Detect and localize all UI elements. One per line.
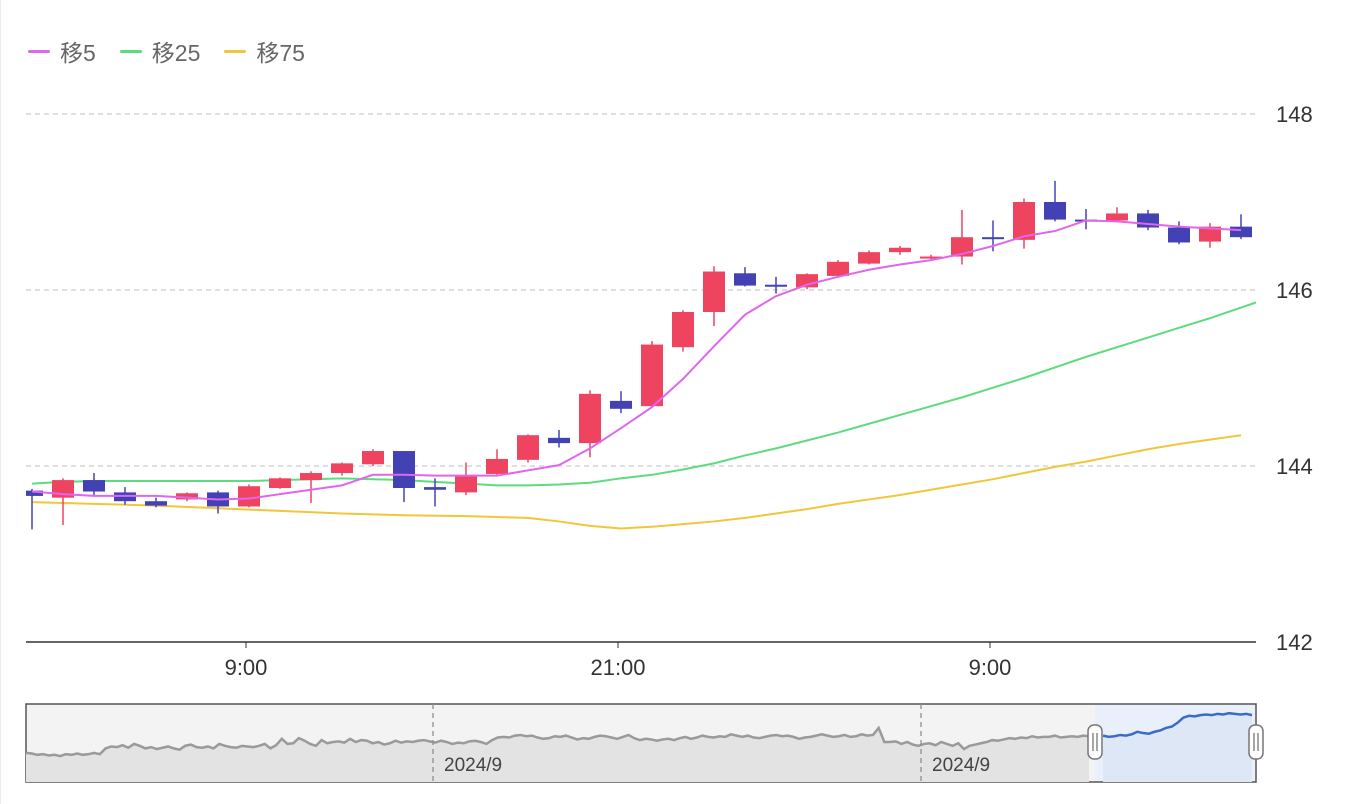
candle-down bbox=[1044, 180, 1066, 222]
candle-body bbox=[889, 247, 911, 253]
candle-body bbox=[145, 501, 167, 506]
candle-body bbox=[362, 451, 384, 465]
legend-item[interactable]: 移5 bbox=[28, 34, 96, 68]
navigator-period-label: 2024/9 bbox=[932, 755, 990, 776]
legend-label: 移25 bbox=[151, 40, 201, 66]
ma5-line bbox=[31, 219, 1242, 501]
candle-body bbox=[393, 451, 415, 488]
candle-down bbox=[1168, 221, 1190, 245]
legend-label: 移75 bbox=[256, 40, 305, 66]
y-tick-label: 146 bbox=[1276, 278, 1313, 303]
navigator-selected-area bbox=[1103, 713, 1252, 782]
candle-down bbox=[83, 473, 105, 496]
candle-down bbox=[610, 391, 632, 414]
candle-up bbox=[858, 250, 880, 265]
candle-up bbox=[238, 484, 260, 508]
page-left-border bbox=[0, 0, 1, 804]
candle-up bbox=[1106, 207, 1128, 222]
candle-up bbox=[269, 477, 291, 489]
candle-body bbox=[424, 487, 446, 490]
candle-up bbox=[579, 390, 601, 458]
legend-item[interactable]: 移25 bbox=[119, 34, 201, 68]
x-tick-label: 21:00 bbox=[590, 655, 645, 680]
legend-label: 移5 bbox=[60, 40, 96, 66]
candle-body bbox=[641, 344, 663, 407]
candle-down bbox=[548, 429, 570, 448]
candle-down bbox=[765, 276, 787, 294]
candle-up bbox=[486, 449, 508, 475]
candle-body bbox=[579, 393, 601, 444]
candle-down bbox=[424, 478, 446, 507]
candle-body bbox=[610, 400, 632, 409]
candle-up bbox=[703, 266, 725, 327]
candle-body bbox=[920, 256, 942, 259]
ma75-line bbox=[31, 434, 1242, 530]
candle-body bbox=[1199, 226, 1221, 242]
candlestick-chart: 148 146 144 142 9:00 21:00 9:00 bbox=[26, 102, 1313, 680]
candle-down bbox=[26, 488, 43, 530]
candle-up bbox=[331, 462, 353, 476]
handle-grip[interactable] bbox=[1248, 724, 1264, 760]
candle-body bbox=[1044, 202, 1066, 220]
legend: 移5 移25 移75 bbox=[28, 35, 305, 67]
y-tick-label: 144 bbox=[1276, 454, 1313, 479]
y-tick-label: 142 bbox=[1276, 630, 1313, 655]
plot-area bbox=[26, 180, 1256, 530]
candle-body bbox=[83, 480, 105, 492]
candle-body bbox=[455, 475, 477, 493]
candle-body bbox=[734, 273, 756, 286]
candle-body bbox=[982, 237, 1004, 240]
navigator-history-area bbox=[26, 727, 1089, 782]
candle-down bbox=[1230, 214, 1252, 239]
candle-body bbox=[517, 435, 539, 460]
candle-body bbox=[1013, 202, 1035, 240]
candle-up bbox=[827, 260, 849, 278]
candle-body bbox=[858, 252, 880, 264]
legend-swatch bbox=[119, 49, 142, 53]
x-tick-label: 9:00 bbox=[969, 655, 1012, 680]
candle-up bbox=[672, 310, 694, 352]
candle-body bbox=[1168, 227, 1190, 243]
candle-up bbox=[641, 341, 663, 408]
candle-body bbox=[486, 458, 508, 474]
candle-up bbox=[1013, 198, 1035, 249]
candle-down bbox=[393, 451, 415, 503]
candle-body bbox=[238, 486, 260, 507]
navigator-history-line bbox=[25, 725, 1090, 758]
candle-up bbox=[1199, 223, 1221, 248]
candle-body bbox=[176, 493, 198, 500]
legend-swatch bbox=[224, 49, 247, 53]
candle-down bbox=[734, 267, 756, 287]
candle-body bbox=[548, 437, 570, 444]
candle-up bbox=[517, 434, 539, 463]
candle-up bbox=[455, 462, 477, 496]
candle-body bbox=[26, 490, 43, 496]
candle-up bbox=[889, 246, 911, 255]
navigator-handle[interactable] bbox=[1248, 724, 1264, 760]
candle-body bbox=[269, 478, 291, 488]
legend-swatch bbox=[28, 49, 50, 53]
y-tick-label: 148 bbox=[1276, 102, 1313, 127]
candle-body bbox=[331, 463, 353, 474]
x-tick-label: 9:00 bbox=[225, 655, 268, 680]
navigator-handle[interactable] bbox=[1087, 724, 1103, 760]
candle-body bbox=[827, 261, 849, 276]
navigator-period-label: 2024/9 bbox=[444, 755, 502, 776]
handle-grip[interactable] bbox=[1087, 724, 1103, 760]
candle-body bbox=[703, 271, 725, 312]
candle-body bbox=[1230, 226, 1252, 238]
candle-down bbox=[145, 497, 167, 508]
candle-up bbox=[920, 254, 942, 260]
candle-body bbox=[300, 473, 322, 481]
candle-body bbox=[765, 284, 787, 287]
candle-up bbox=[300, 471, 322, 503]
navigator-selected-line bbox=[1102, 711, 1253, 739]
candle-body bbox=[672, 312, 694, 348]
candle-body bbox=[1106, 213, 1128, 221]
legend-item[interactable]: 移75 bbox=[224, 34, 305, 68]
candle-up bbox=[362, 449, 384, 466]
ma25-line bbox=[31, 301, 1256, 487]
